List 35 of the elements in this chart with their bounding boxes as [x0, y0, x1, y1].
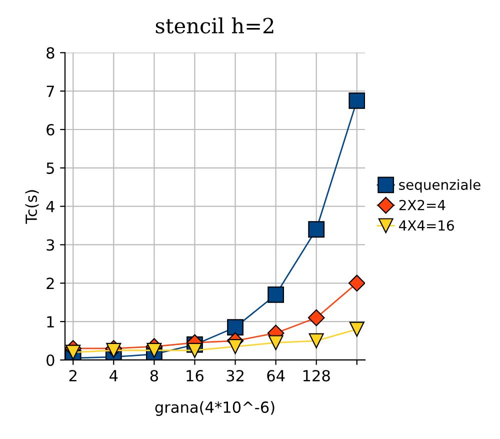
x-tick-label: 8: [150, 370, 158, 382]
point: [268, 286, 284, 303]
x-tick-label: 32: [226, 370, 244, 382]
point: [348, 274, 365, 292]
x-tick-label: 4: [110, 370, 118, 382]
legend-label: sequenziale: [399, 179, 480, 193]
y-tick-label: 1: [47, 316, 54, 328]
x-tick-label: 2: [69, 370, 76, 382]
legend-label: 4X4=16: [399, 220, 454, 231]
y-tick-label: 7: [46, 86, 54, 97]
point: [227, 319, 244, 336]
point: [308, 309, 325, 326]
y-tick-label: 5: [46, 162, 54, 174]
y-tick-label: 3: [46, 239, 54, 251]
x-axis-title: grana(4*10^-6): [155, 401, 274, 416]
point: [268, 335, 284, 350]
point: [66, 344, 81, 360]
point: [349, 322, 364, 337]
point: [348, 92, 365, 109]
y-tick-label: 8: [46, 47, 54, 59]
chart-title: stencil h=2: [156, 17, 274, 34]
point: [187, 342, 202, 358]
y-tick-label: 6: [46, 124, 54, 136]
y-axis-title: Tc(s): [25, 190, 39, 224]
x-tick-label: 64: [267, 370, 285, 382]
point: [308, 333, 324, 348]
point: [308, 221, 325, 238]
legend-label: 2X2=4: [399, 200, 446, 210]
point: [146, 342, 162, 358]
x-tick-label: 16: [186, 370, 204, 382]
y-tick-label: 2: [46, 278, 54, 289]
y-tick-label: 0: [46, 354, 54, 366]
point: [228, 339, 243, 354]
x-tick-label: 128: [303, 370, 330, 382]
y-tick-label: 4: [46, 200, 54, 212]
